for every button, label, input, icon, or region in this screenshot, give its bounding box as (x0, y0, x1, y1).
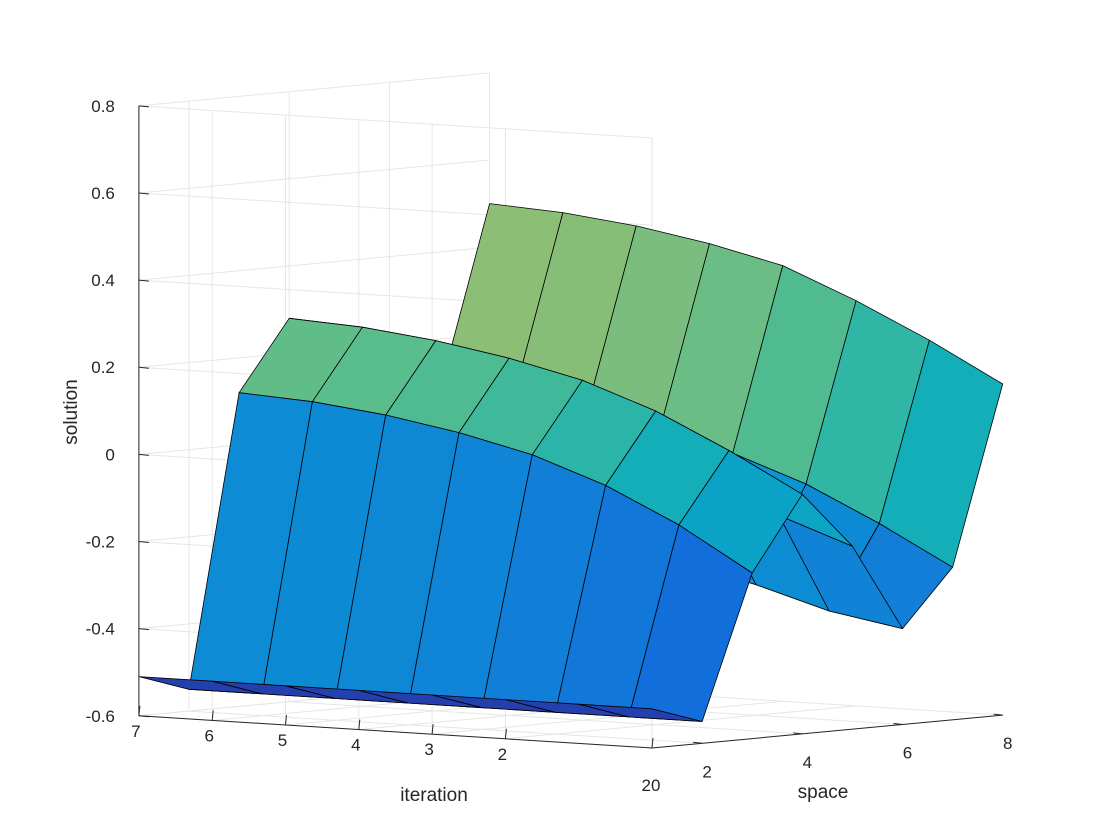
z-axis-tick (138, 366, 149, 369)
z-axis-tick (138, 453, 149, 456)
corner-tick-label: 20 (642, 776, 661, 795)
x-tick-label: 6 (903, 744, 912, 763)
x-axis-tick (693, 741, 703, 744)
grid-line (138, 246, 490, 281)
z-tick-label: 0.2 (91, 358, 115, 377)
y-axis-line (138, 715, 653, 749)
grid-line (188, 710, 703, 744)
y-tick-label: 3 (424, 740, 433, 759)
grid-line (432, 700, 783, 735)
surface-layer (138, 203, 1004, 722)
z-tick-label: -0.2 (86, 533, 115, 552)
z-axis-tick (138, 628, 149, 631)
surface-patch (578, 703, 703, 722)
grid-line (138, 72, 490, 107)
x-axis-tick (993, 713, 1003, 716)
y-axis-tick (651, 737, 654, 749)
y-axis-tick (504, 728, 507, 739)
z-tick-label: -0.6 (86, 707, 115, 726)
x-tick-label: 2 (702, 762, 711, 781)
y-tick-label: 7 (131, 722, 140, 741)
z-axis-tick (138, 192, 149, 195)
y-axis-tick (138, 705, 141, 716)
z-tick-label: 0.8 (91, 97, 115, 116)
y-axis-tick (358, 719, 361, 730)
z-axis-tick (138, 279, 149, 282)
label-layer: solution iteration space 20 (61, 379, 848, 806)
y-tick-label: 2 (498, 745, 507, 764)
x-axis-tick (793, 732, 803, 735)
x-axis-line (651, 714, 1003, 749)
y-tick-label: 6 (204, 726, 213, 745)
y-axis-tick (211, 710, 214, 721)
x-tick-label: 4 (803, 753, 812, 772)
axes-layer: -0.6 -0.4 -0.2 0 0.2 0.4 0.6 0.8 2 3 4 5 6 7 2 4 6 8 (86, 97, 1013, 781)
z-tick-label: -0.4 (86, 620, 115, 639)
z-tick-label: 0 (105, 445, 114, 464)
grid-line (138, 105, 653, 139)
grid-line (289, 701, 803, 735)
y-tick-label: 4 (351, 736, 360, 755)
z-axis-tick (138, 105, 149, 108)
x-tick-label: 8 (1003, 734, 1012, 753)
z-tick-label: 0.4 (91, 271, 115, 290)
y-tick-label: 5 (278, 731, 287, 750)
z-axis-tick (138, 541, 149, 544)
grid-line (505, 705, 857, 740)
z-tick-label: 0.6 (91, 184, 115, 203)
y-axis-tick (285, 714, 287, 726)
y-axis-tick (431, 724, 434, 735)
y-axis-title: iteration (400, 785, 468, 806)
grid-line (138, 159, 490, 194)
x-axis-title: space (798, 782, 849, 803)
x-axis-tick (893, 723, 903, 725)
z-axis-title: solution (61, 379, 82, 445)
